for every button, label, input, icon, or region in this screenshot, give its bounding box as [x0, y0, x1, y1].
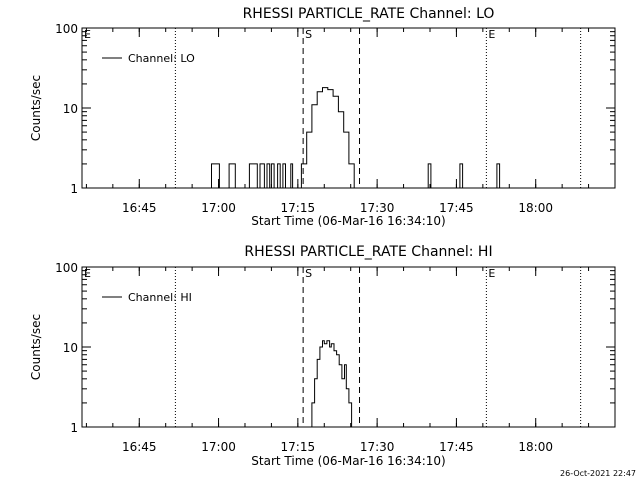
- legend-label: Channel: LO: [128, 52, 195, 65]
- y-axis-label: Counts/sec: [29, 75, 43, 141]
- x-tick-label: 17:30: [360, 201, 395, 215]
- x-tick-label: 17:45: [439, 201, 474, 215]
- y-tick-label: 1: [70, 421, 78, 435]
- series-line: [82, 87, 615, 189]
- x-tick-label: 17:45: [439, 440, 474, 454]
- x-tick-label: 16:45: [122, 440, 157, 454]
- annotation-label: E: [84, 28, 91, 41]
- y-tick-label: 100: [55, 261, 78, 275]
- chart-title: RHESSI PARTICLE_RATE Channel: LO: [243, 6, 495, 22]
- chart-title: RHESSI PARTICLE_RATE Channel: HI: [244, 244, 492, 260]
- lo-channel-panel: RHESSI PARTICLE_RATE Channel: LO Counts/s…: [29, 6, 616, 228]
- annotation-label: E: [488, 28, 495, 41]
- x-tick-label: 17:15: [281, 440, 316, 454]
- annotation-label: E: [488, 267, 495, 280]
- annotation-label: S: [305, 28, 312, 41]
- annotation-label: E: [84, 267, 91, 280]
- y-tick-label: 100: [55, 22, 78, 36]
- y-axis-label: Counts/sec: [29, 314, 43, 380]
- footer-timestamp: 26-Oct-2021 22:47: [560, 469, 636, 478]
- x-tick-label: 17:30: [360, 440, 395, 454]
- x-axis-label: Start Time (06-Mar-16 16:34:10): [251, 214, 445, 228]
- x-tick-label: 17:00: [201, 201, 236, 215]
- y-tick-label: 10: [63, 102, 78, 116]
- x-tick-label: 17:15: [281, 201, 316, 215]
- x-tick-label: 17:00: [201, 440, 236, 454]
- y-tick-label: 1: [70, 182, 78, 196]
- hi-channel-panel: RHESSI PARTICLE_RATE Channel: HI Counts/s…: [29, 244, 616, 468]
- annotation-label: S: [305, 267, 312, 280]
- y-tick-label: 10: [63, 341, 78, 355]
- x-tick-label: 18:00: [518, 201, 553, 215]
- legend-label: Channel: HI: [128, 291, 192, 304]
- x-tick-label: 18:00: [518, 440, 553, 454]
- x-tick-label: 16:45: [122, 201, 157, 215]
- series-line: [309, 340, 353, 428]
- x-axis-label: Start Time (06-Mar-16 16:34:10): [251, 454, 445, 468]
